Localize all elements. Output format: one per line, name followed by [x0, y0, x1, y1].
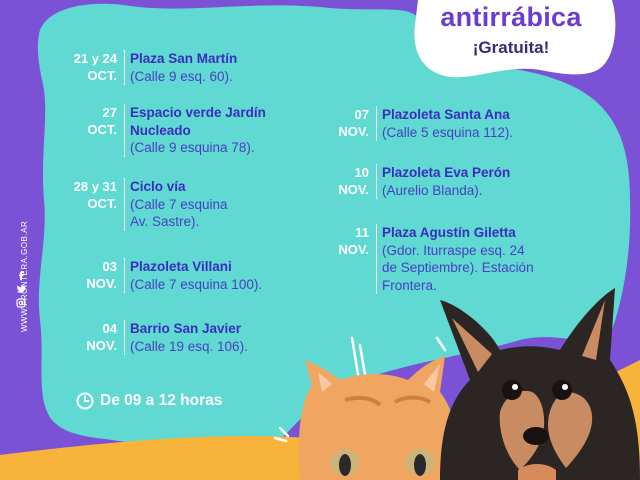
cat-image [298, 356, 461, 480]
entry-date: 03 NOV. [86, 259, 117, 292]
entry-date: 07 NOV. [338, 107, 369, 140]
entry-date: 10 NOV. [338, 165, 369, 198]
place-address: Frontera. [382, 277, 437, 293]
place-name: Espacio verde Jardín Nucleado [130, 105, 266, 138]
place-name: Plaza Agustín Giletta [382, 225, 516, 240]
entry-location: Plazoleta Eva Perón (Aurelio Blanda). [376, 164, 511, 200]
place-address: (Calle 7 esquina 100). [130, 276, 263, 292]
place-name: Barrio San Javier [130, 321, 242, 336]
place-address: (Calle 9 esq. 60). [130, 68, 233, 84]
entry-location: Plazoleta Santa Ana (Calle 5 esquina 112… [376, 106, 514, 142]
instagram-icon[interactable] [16, 298, 26, 308]
schedule-entry: 04 NOV. Barrio San Javier (Calle 19 esq. … [68, 320, 248, 356]
place-address: de Septiembre). Estación [382, 260, 534, 276]
entry-location: Plazoleta Villani (Calle 7 esquina 100). [124, 258, 263, 294]
place-address: (Calle 5 esquina 112). [382, 124, 514, 140]
entry-date: 04 NOV. [86, 321, 117, 354]
dog-image [440, 288, 640, 480]
schedule-entry: 28 y 31 OCT. Ciclo vía (Calle 7 esquina A… [68, 178, 228, 231]
entry-date: 21 y 24 OCT. [73, 51, 117, 84]
place-address: (Aurelio Blanda). [382, 182, 483, 198]
schedule-entry: 11 NOV. Plaza Agustín Giletta (Gdor. Itur… [320, 224, 534, 295]
entry-location: Plaza San Martín (Calle 9 esq. 60). [124, 50, 238, 86]
place-address: (Gdor. Iturraspe esq. 24 [382, 242, 525, 258]
entry-location: Plaza Agustín Giletta (Gdor. Iturraspe e… [376, 224, 534, 295]
schedule-entry: 27 OCT. Espacio verde Jardín Nucleado (Ca… [68, 104, 304, 157]
schedule-entry: 10 NOV. Plazoleta Eva Perón (Aurelio Blan… [320, 164, 511, 200]
title-main: antirrábica [440, 2, 582, 32]
clock-icon [76, 392, 94, 410]
place-name: Ciclo vía [130, 179, 186, 194]
hours-text: De 09 a 12 horas [100, 392, 223, 409]
facebook-icon[interactable] [16, 270, 26, 280]
social-sidebar: WWW.FRONTERA.GOB.AR [8, 150, 32, 332]
place-name: Plaza San Martín [130, 51, 238, 66]
place-address: Av. Sastre). [130, 214, 200, 230]
place-address: (Calle 19 esq. 106). [130, 338, 248, 354]
entry-location: Ciclo vía (Calle 7 esquina Av. Sastre). [124, 178, 228, 231]
schedule-entry: 03 NOV. Plazoleta Villani (Calle 7 esquin… [68, 258, 263, 294]
place-name: Plazoleta Santa Ana [382, 107, 510, 122]
entry-date: 27 OCT. [87, 105, 117, 138]
place-name: Plazoleta Villani [130, 259, 232, 274]
entry-date: 28 y 31 OCT. [73, 179, 117, 212]
title-blob [414, 0, 616, 78]
twitter-icon[interactable] [16, 284, 26, 294]
place-name: Plazoleta Eva Perón [382, 165, 511, 180]
title-card: antirrábica ¡Gratuita! [418, 0, 604, 74]
place-address: (Calle 7 esquina [130, 196, 228, 212]
entry-location: Barrio San Javier (Calle 19 esq. 106). [124, 320, 248, 356]
entry-date: 11 NOV. [338, 225, 369, 258]
schedule-entry: 21 y 24 OCT. Plaza San Martín (Calle 9 es… [68, 50, 238, 86]
title-sub: ¡Gratuita! [472, 38, 550, 57]
hours-info: De 09 a 12 horas [76, 392, 222, 410]
place-address: (Calle 9 esquina 78). [130, 140, 255, 156]
schedule-entry: 07 NOV. Plazoleta Santa Ana (Calle 5 esqu… [320, 106, 514, 142]
entry-location: Espacio verde Jardín Nucleado (Calle 9 e… [124, 104, 304, 157]
